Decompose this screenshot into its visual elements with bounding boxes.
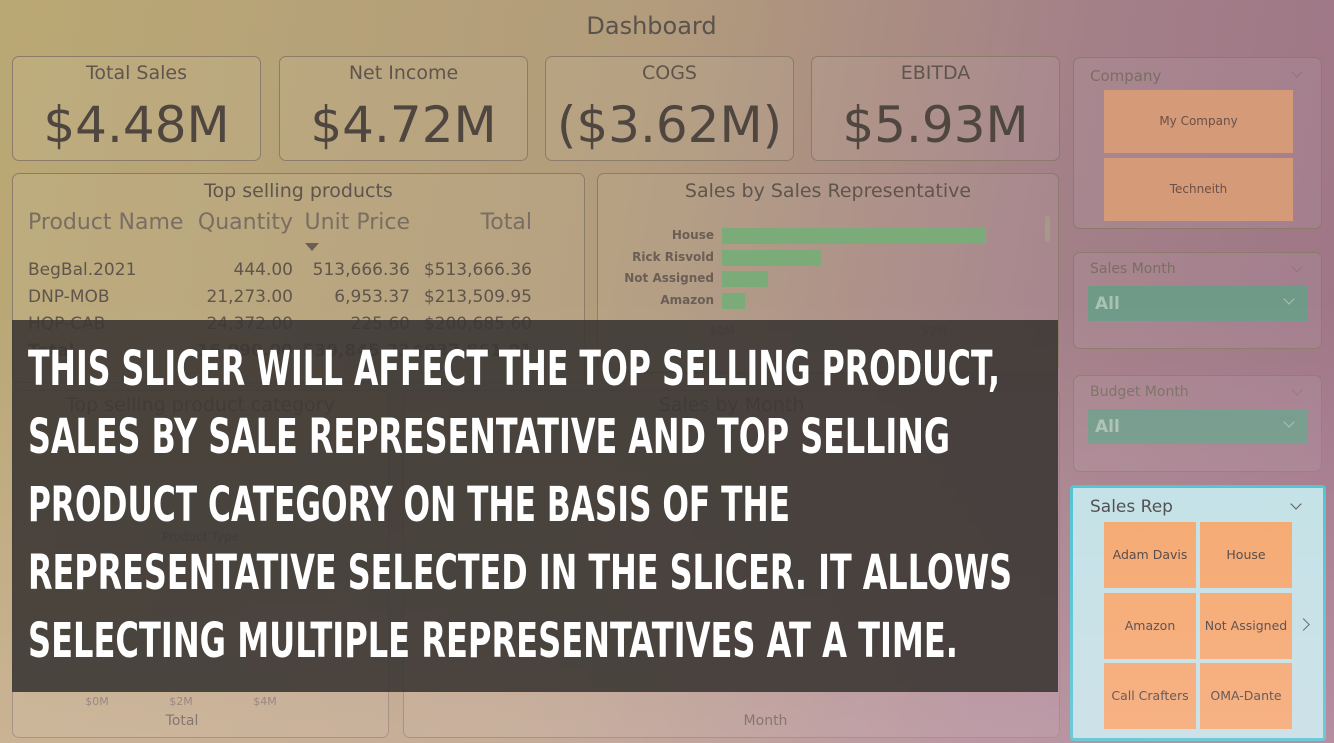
x-axis-title: Month (743, 713, 788, 729)
annotation-text: THIS SLICER WILL AFFECT THE TOP SELLING … (28, 341, 1000, 397)
annotation-box (12, 320, 1058, 692)
bar (722, 228, 986, 244)
slicer-tile[interactable] (1104, 592, 1196, 659)
kpi-label: Total Sales (86, 62, 187, 84)
slicer-tile[interactable] (1104, 522, 1196, 588)
bar (722, 271, 768, 287)
table-cell: DNP-MOB (28, 287, 110, 307)
table-header: Product Name (28, 210, 184, 235)
annotation-text: SELECTING MULTIPLE REPRESENTATIVES AT A … (28, 613, 958, 669)
slicer-tile[interactable] (1200, 592, 1292, 659)
kpi-value: $4.48M (43, 96, 230, 154)
slicer-tile[interactable] (1104, 663, 1196, 729)
bar-label: Rick Risvold (632, 249, 714, 264)
slicer-tile-label: My Company (1159, 114, 1238, 128)
kpi-value: $5.93M (842, 96, 1029, 154)
bar (722, 292, 746, 309)
kpi-value: ($3.62M) (556, 96, 783, 154)
table-title: Top selling products (204, 180, 393, 202)
dropdown-value: All (1095, 294, 1120, 314)
table-cell: BegBal.2021 (28, 260, 137, 280)
table-header: Unit Price (304, 210, 410, 235)
table-cell: 6,953.37 (334, 287, 410, 307)
slicer-tile-label: Adam Davis (1112, 547, 1188, 562)
bar (722, 249, 821, 266)
slicer-tile-label: Call Crafters (1111, 688, 1189, 703)
slicer-title: Sales Rep (1090, 497, 1173, 517)
kpi-card (12, 56, 261, 161)
x-tick-label: $0M (85, 695, 109, 708)
bar-label: House (671, 228, 714, 242)
table-cell: 513,666.36 (312, 260, 410, 280)
kpi-label: COGS (641, 62, 697, 84)
chart-title: Sales by Sales Representative (684, 180, 972, 202)
slicer-title: Company (1090, 67, 1162, 85)
slicer-title: Budget Month (1090, 384, 1189, 400)
table-header: Total (480, 210, 532, 235)
slicer-tile[interactable] (1104, 158, 1293, 221)
kpi-card (811, 56, 1060, 161)
slicer-tile[interactable] (1200, 522, 1292, 588)
slicer-tile[interactable] (1104, 90, 1293, 153)
table-cell: 444.00 (233, 260, 293, 280)
table-cell: $213,509.95 (423, 287, 532, 307)
kpi-value: $4.72M (310, 96, 497, 154)
x-tick-label: $4M (253, 695, 277, 708)
scrollbar (1045, 216, 1050, 242)
slicer-title: Sales Month (1090, 261, 1176, 277)
slicer-tile-label: Amazon (1124, 617, 1176, 633)
dropdown[interactable] (1088, 286, 1307, 321)
dropdown[interactable] (1088, 409, 1307, 444)
kpi-card (279, 56, 528, 161)
kpi-label: Net Income (348, 62, 459, 84)
x-axis-title: Total (165, 713, 199, 729)
sort-arrow (305, 243, 319, 251)
table-header: Quantity (197, 210, 293, 235)
slicer-tile-label: Techneith (1169, 182, 1228, 196)
dropdown-value: All (1095, 417, 1120, 437)
annotation-text: SALES BY SALE REPRESENTATIVE AND TOP SEL… (28, 409, 950, 465)
dashboard-title: Dashboard (586, 12, 717, 40)
table-cell: $513,666.36 (423, 260, 532, 280)
slicer-tile-label: House (1226, 547, 1266, 562)
bar-label: Not Assigned (624, 271, 714, 285)
x-tick-label: $2M (169, 695, 193, 708)
slicer-tile-label: OMA-Dante (1210, 688, 1282, 703)
slicer-tile-label: Not Assigned (1204, 617, 1288, 633)
slicer-tile[interactable] (1200, 663, 1292, 729)
bar-label: Amazon (660, 292, 714, 307)
annotation-text: REPRESENTATIVE SELECTED IN THE SLICER. I… (28, 545, 1012, 601)
annotation-text: PRODUCT CATEGORY ON THE BASIS OF THE (28, 477, 790, 533)
table-cell: 21,273.00 (206, 287, 293, 307)
kpi-label: EBITDA (900, 62, 971, 84)
kpi-card (545, 56, 794, 161)
